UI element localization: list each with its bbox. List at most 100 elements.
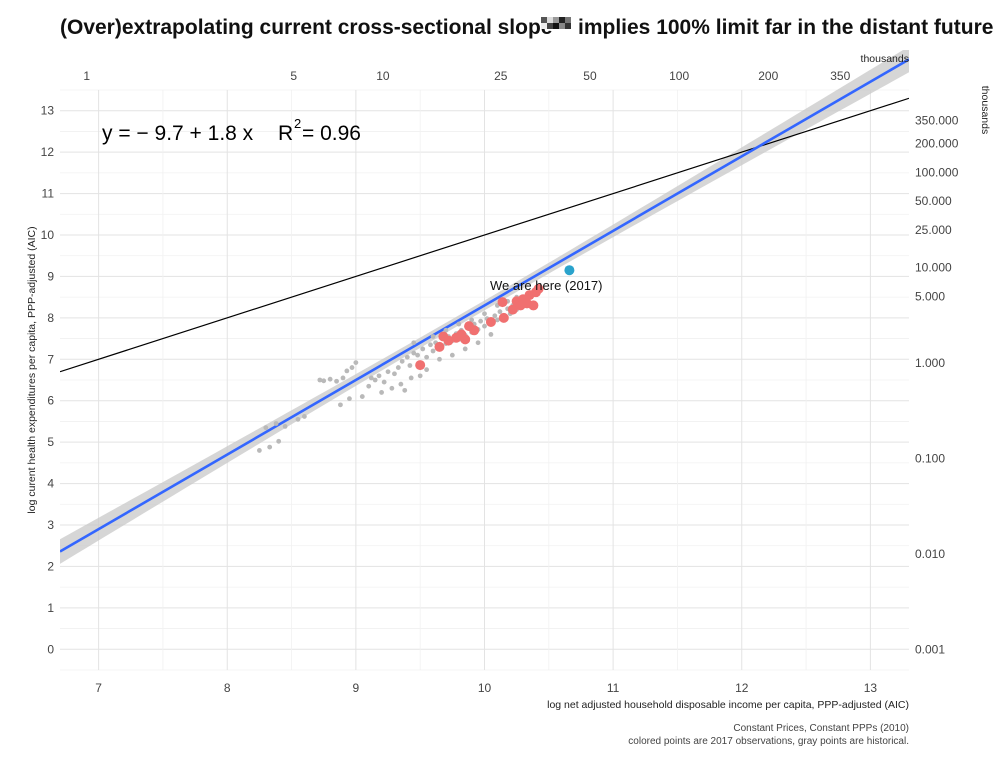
historical-point: [402, 387, 408, 393]
historical-point: [424, 367, 430, 373]
historical-point: [430, 334, 436, 339]
historical-point: [478, 318, 484, 324]
historical-point: [302, 414, 307, 419]
historical-point: [267, 444, 273, 450]
right-tick-label: 25.000: [915, 223, 952, 237]
y-tick-label: 1: [47, 601, 54, 615]
equation-r2-value: = 0.96: [302, 122, 361, 145]
historical-point: [430, 348, 436, 354]
right-tick-label: 350.000: [915, 113, 959, 127]
historical-point: [340, 375, 346, 381]
historical-point: [428, 342, 433, 348]
right-tick-label: 50.000: [915, 194, 952, 208]
caption-line-2: colored points are 2017 observations, gr…: [628, 736, 909, 747]
highlight-point: [564, 265, 575, 276]
equation-r2-symbol: R: [278, 122, 293, 145]
right-axis-unit-label: thousands: [979, 86, 991, 134]
checker-icon: [541, 17, 571, 29]
historical-point: [417, 373, 423, 379]
current-point: [415, 360, 426, 371]
right-tick-label: 0.001: [915, 642, 945, 656]
right-tick-label: 100.000: [915, 165, 959, 179]
right-tick-label: 10.000: [915, 261, 952, 275]
historical-point: [462, 346, 468, 352]
right-tick-label: 1.000: [915, 356, 945, 370]
current-point: [434, 341, 445, 352]
historical-point: [347, 396, 352, 402]
current-point: [460, 334, 471, 345]
historical-point: [321, 378, 327, 384]
historical-point: [492, 313, 498, 319]
annotation-we-are-here: We are here (2017): [490, 278, 603, 293]
top-tick-label: 100: [669, 69, 689, 83]
historical-point: [295, 416, 301, 422]
y-tick-label: 6: [47, 394, 54, 408]
y-tick-label: 4: [47, 477, 54, 491]
historical-point: [424, 354, 430, 360]
y-axis-label: log curent health expenditures per capit…: [26, 226, 38, 513]
top-tick-label: 200: [758, 69, 778, 83]
historical-point: [372, 377, 378, 383]
top-tick-label: 25: [494, 69, 508, 83]
right-tick-label: 200.000: [915, 137, 959, 151]
historical-point: [497, 309, 503, 315]
historical-point: [381, 379, 387, 385]
historical-point: [488, 332, 494, 337]
current-point: [507, 304, 518, 315]
historical-point: [395, 365, 401, 370]
historical-point: [317, 377, 323, 383]
x-tick-label: 10: [478, 681, 492, 695]
historical-point: [399, 358, 405, 364]
historical-point: [408, 375, 414, 381]
historical-point: [456, 321, 462, 327]
historical-point: [482, 323, 487, 329]
x-axis-label: log net adjusted household disposable in…: [547, 699, 909, 711]
historical-point: [327, 376, 333, 382]
historical-point: [482, 311, 487, 317]
top-tick-label: 10: [376, 69, 390, 83]
historical-point: [449, 352, 455, 358]
equation-r2-exp: 2: [294, 116, 301, 131]
historical-point: [469, 317, 475, 323]
x-tick-label: 8: [224, 681, 231, 695]
historical-point: [376, 373, 382, 379]
current-point: [533, 283, 544, 294]
y-tick-label: 13: [41, 104, 55, 118]
historical-point: [398, 381, 404, 387]
fit-line: [60, 58, 909, 553]
top-tick-label: 50: [583, 69, 597, 83]
historical-point: [338, 402, 343, 408]
current-point: [497, 297, 508, 308]
y-tick-label: 3: [47, 518, 54, 532]
historical-point: [415, 352, 421, 358]
historical-point: [344, 368, 350, 374]
equation-y: y = − 9.7 + 1.8 x: [102, 122, 254, 145]
current-point: [443, 335, 454, 346]
top-tick-label: 5: [290, 69, 297, 83]
historical-point: [353, 360, 359, 365]
historical-point: [407, 363, 413, 368]
historical-point: [475, 340, 481, 346]
historical-point: [411, 340, 417, 346]
historical-point: [276, 438, 282, 444]
historical-point: [349, 365, 355, 370]
chart-title-suffix: implies 100% limit far in the distant fu…: [578, 16, 993, 39]
y-tick-label: 12: [41, 145, 55, 159]
y-tick-label: 0: [47, 642, 54, 656]
x-tick-label: 7: [95, 681, 102, 695]
current-point: [528, 300, 539, 311]
historical-point: [443, 327, 449, 333]
top-axis-unit-label: thousands: [861, 53, 909, 65]
historical-point: [404, 354, 410, 360]
historical-point: [359, 394, 365, 399]
historical-point: [256, 448, 262, 453]
caption-line-1: Constant Prices, Constant PPPs (2010): [733, 723, 909, 734]
historical-point: [273, 421, 279, 426]
x-tick-label: 13: [864, 681, 878, 695]
x-tick-label: 12: [735, 681, 749, 695]
current-point: [485, 317, 496, 327]
equation-label: y = − 9.7 + 1.8 x R 2 = 0.96: [102, 116, 361, 145]
